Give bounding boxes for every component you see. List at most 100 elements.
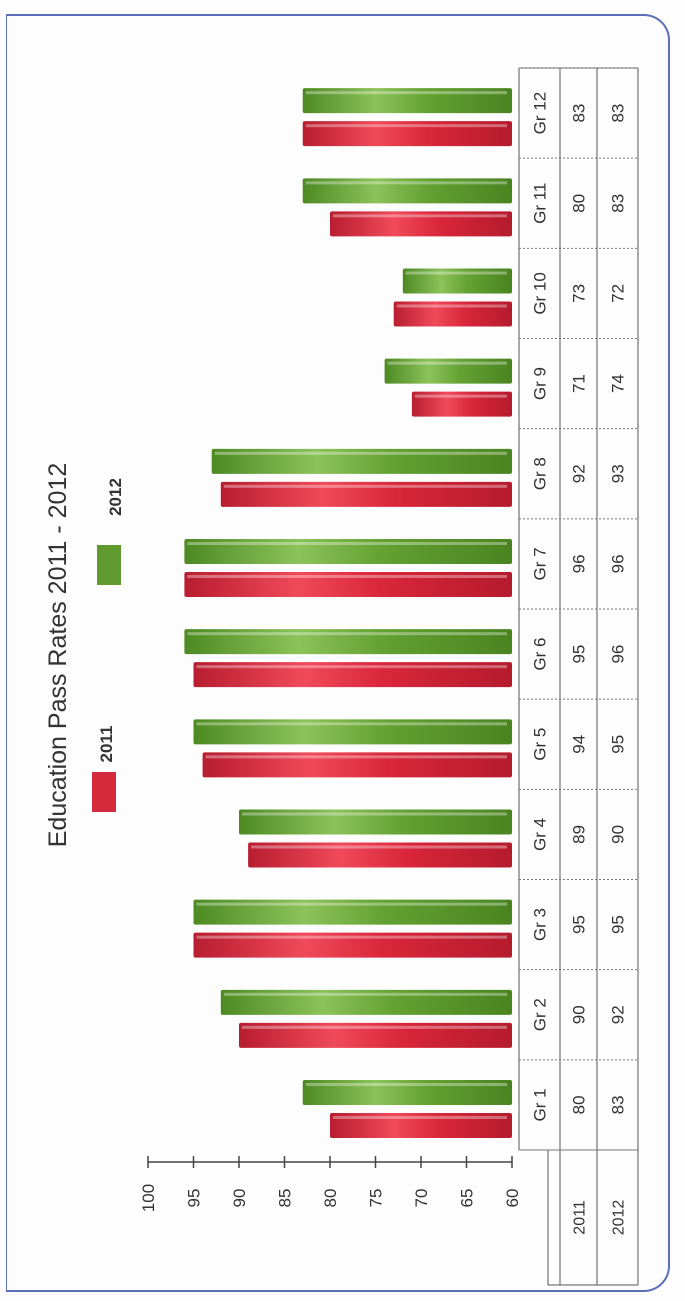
category-label: Gr 2 — [531, 998, 550, 1031]
value-tick-label: 60 — [503, 1189, 522, 1208]
table-value-2012: 74 — [609, 374, 628, 393]
bar-2012-gr5 — [193, 719, 512, 745]
table-value-2011: 90 — [570, 1005, 589, 1024]
bar-highlight — [251, 845, 507, 849]
value-axis: 100 95 90 85 80 75 70 65 60 — [139, 1156, 522, 1212]
table-value-2012: 93 — [609, 464, 628, 483]
value-tick-label: 90 — [230, 1189, 249, 1208]
value-tick-label: 65 — [458, 1189, 477, 1208]
table-value-2011: 92 — [570, 464, 589, 483]
bar-highlight — [305, 124, 507, 128]
table-value-2012: 96 — [609, 645, 628, 664]
value-tick-label: 75 — [367, 1189, 386, 1208]
bar-2012-gr3 — [193, 899, 512, 925]
bar-highlight — [196, 665, 507, 669]
table-row-header-2011: 2011 — [572, 1200, 589, 1235]
bar-highlight — [196, 935, 507, 939]
value-tick-label: 100 — [139, 1184, 158, 1212]
table-value-2011: 71 — [570, 374, 589, 393]
table-value-2011: 96 — [570, 554, 589, 573]
bar-2011-gr8 — [220, 481, 513, 507]
value-tick-label: 80 — [321, 1189, 340, 1208]
table-value-2012: 95 — [609, 735, 628, 754]
category-label: Gr 9 — [531, 367, 550, 400]
value-tick-label: 70 — [412, 1189, 431, 1208]
bar-highlight — [214, 451, 507, 455]
category-label: Gr 1 — [531, 1088, 550, 1121]
table-value-2011: 95 — [570, 915, 589, 934]
bar-2012-gr1 — [302, 1080, 512, 1105]
bar-2012-gr8 — [211, 448, 512, 474]
bar-2011-gr3 — [193, 932, 512, 958]
category-label: Gr 8 — [531, 457, 550, 490]
table-value-2011: 94 — [570, 735, 589, 754]
legend: 2011 2012 — [92, 478, 125, 812]
bar-2011-gr2 — [239, 1022, 512, 1048]
bar-highlight — [187, 632, 507, 636]
value-tick-label: 85 — [276, 1189, 295, 1208]
bar-highlight — [305, 91, 507, 95]
bar-2012-gr4 — [239, 809, 512, 835]
bars — [184, 88, 513, 1138]
bar-highlight — [187, 542, 507, 545]
category-label: Gr 7 — [531, 547, 550, 580]
bar-highlight — [187, 575, 507, 578]
table-value-2012: 72 — [609, 284, 628, 303]
bar-highlight — [196, 722, 507, 726]
bar-highlight — [305, 1083, 507, 1086]
table-value-2012: 83 — [609, 1095, 628, 1114]
chart-title: Education Pass Rates 2011 - 2012 — [44, 463, 72, 848]
bar-2011-gr6 — [193, 662, 512, 688]
legend-label-2012: 2012 — [106, 478, 125, 516]
category-label: Gr 3 — [531, 908, 550, 941]
bar-2012-gr9 — [384, 358, 512, 384]
bar-highlight — [414, 394, 507, 398]
bar-2012-gr2 — [220, 989, 513, 1015]
category-label: Gr 5 — [531, 728, 550, 761]
category-label: Gr 10 — [531, 272, 550, 315]
bar-2011-gr4 — [248, 842, 512, 868]
table-value-2011: 73 — [570, 284, 589, 303]
category-label: Gr 11 — [531, 183, 550, 224]
bar-2012-gr11 — [302, 178, 512, 204]
category-label: Gr 6 — [531, 638, 550, 671]
bar-highlight — [396, 304, 507, 308]
bar-2011-gr10 — [393, 301, 512, 327]
table-value-2012: 90 — [609, 825, 628, 844]
bar-2011-gr5 — [202, 752, 512, 778]
bar-highlight — [223, 484, 508, 488]
bar-2012-gr6 — [184, 629, 512, 655]
category-label: Gr 12 — [531, 92, 550, 135]
bar-2012-gr7 — [184, 539, 512, 564]
table-value-2011: 89 — [570, 825, 589, 844]
bar-2011-gr9 — [411, 391, 512, 417]
bar-2012-gr10 — [402, 268, 512, 294]
bar-highlight — [223, 992, 508, 996]
table-value-2012: 96 — [609, 554, 628, 573]
bar-2011-gr12 — [302, 121, 512, 147]
bar-highlight — [333, 1116, 507, 1119]
bar-2011-gr11 — [330, 211, 512, 237]
table-row-header-2012: 2012 — [611, 1200, 628, 1236]
table-value-2011: 80 — [570, 1095, 589, 1114]
table-value-2012: 92 — [609, 1005, 628, 1024]
bar-highlight — [333, 214, 507, 218]
table-value-2012: 83 — [609, 194, 628, 213]
legend-swatch-2011 — [92, 772, 116, 812]
bar-highlight — [405, 271, 507, 275]
table-value-2011: 80 — [570, 194, 589, 213]
bar-highlight — [305, 181, 507, 185]
bar-highlight — [242, 1025, 507, 1029]
bar-highlight — [387, 361, 507, 365]
bar-highlight — [242, 812, 507, 816]
bar-2012-gr12 — [302, 88, 512, 114]
table-value-2012: 95 — [609, 915, 628, 934]
legend-label-2011: 2011 — [97, 726, 116, 763]
table-value-2011: 95 — [570, 645, 589, 664]
category-label: Gr 4 — [531, 818, 550, 851]
table-value-2011: 83 — [570, 104, 589, 123]
bar-highlight — [196, 902, 507, 906]
legend-swatch-2012 — [97, 545, 121, 585]
